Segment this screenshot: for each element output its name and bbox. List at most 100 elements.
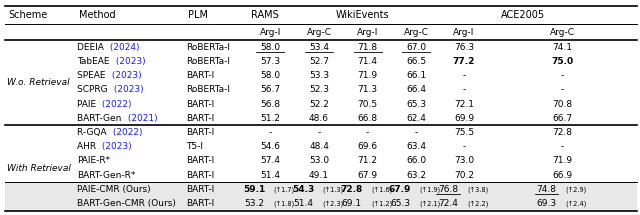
Text: -: -	[414, 128, 418, 137]
Text: 75.0: 75.0	[551, 57, 573, 66]
Text: 48.4: 48.4	[309, 142, 329, 151]
Text: (↑1.8): (↑1.8)	[274, 200, 295, 207]
Text: (↑2.4): (↑2.4)	[566, 200, 587, 207]
Text: 75.5: 75.5	[454, 128, 474, 137]
Text: 71.8: 71.8	[358, 43, 378, 52]
Text: BART-Gen-CMR (Ours): BART-Gen-CMR (Ours)	[77, 199, 176, 208]
Text: 67.9: 67.9	[389, 185, 411, 194]
Text: 66.4: 66.4	[406, 85, 426, 94]
Text: -: -	[561, 85, 564, 94]
Text: -: -	[462, 85, 466, 94]
Text: PAIE-R*: PAIE-R*	[77, 157, 111, 166]
Text: 63.4: 63.4	[406, 142, 426, 151]
Bar	[5, 182, 637, 197]
Text: 53.3: 53.3	[309, 71, 329, 80]
Text: (↑2.9): (↑2.9)	[566, 186, 587, 193]
Text: (2021): (2021)	[125, 114, 157, 123]
Text: RAMS: RAMS	[251, 10, 279, 20]
Text: 66.0: 66.0	[406, 157, 426, 166]
Text: -: -	[269, 128, 272, 137]
Text: WikiEvents: WikiEvents	[335, 10, 389, 20]
Text: 56.7: 56.7	[260, 85, 280, 94]
Text: (2023): (2023)	[99, 142, 132, 151]
Text: 66.1: 66.1	[406, 71, 426, 80]
Text: 65.3: 65.3	[390, 199, 410, 208]
Text: 70.2: 70.2	[454, 171, 474, 180]
Text: 74.8: 74.8	[536, 185, 556, 194]
Text: 54.6: 54.6	[260, 142, 280, 151]
Text: 69.3: 69.3	[536, 199, 556, 208]
Text: -: -	[561, 71, 564, 80]
Text: 56.8: 56.8	[260, 100, 280, 109]
Text: 65.3: 65.3	[406, 100, 426, 109]
Text: BART-l: BART-l	[186, 114, 214, 123]
Text: 58.0: 58.0	[260, 43, 280, 52]
Text: Arg-C: Arg-C	[307, 28, 332, 37]
Text: 69.6: 69.6	[358, 142, 378, 151]
Text: (↑1.9): (↑1.9)	[419, 186, 441, 193]
Text: 66.7: 66.7	[552, 114, 572, 123]
Text: 48.6: 48.6	[309, 114, 329, 123]
Text: Arg-I: Arg-I	[260, 28, 281, 37]
Text: 72.8: 72.8	[340, 185, 363, 194]
Text: W.o. Retrieval: W.o. Retrieval	[7, 78, 70, 87]
Text: R-GQA: R-GQA	[77, 128, 110, 137]
Text: 54.3: 54.3	[292, 185, 314, 194]
Text: BART-l: BART-l	[186, 157, 214, 166]
Text: (2023): (2023)	[111, 85, 143, 94]
Bar	[5, 197, 637, 211]
Text: 70.8: 70.8	[552, 100, 572, 109]
Text: Method: Method	[79, 10, 115, 20]
Text: 76.3: 76.3	[454, 43, 474, 52]
Text: -: -	[462, 71, 466, 80]
Text: 72.8: 72.8	[552, 128, 572, 137]
Text: 53.2: 53.2	[244, 199, 264, 208]
Text: 67.0: 67.0	[406, 43, 426, 52]
Text: AHR: AHR	[77, 142, 99, 151]
Text: T5-l: T5-l	[186, 142, 204, 151]
Text: 52.3: 52.3	[309, 85, 329, 94]
Text: PLM: PLM	[188, 10, 207, 20]
Text: 58.0: 58.0	[260, 71, 280, 80]
Text: RoBERTa-l: RoBERTa-l	[186, 43, 230, 52]
Text: PAIE: PAIE	[77, 100, 99, 109]
Text: 66.9: 66.9	[552, 171, 572, 180]
Text: (↑1.7): (↑1.7)	[274, 186, 295, 193]
Text: -: -	[561, 142, 564, 151]
Text: 71.9: 71.9	[358, 71, 378, 80]
Text: BART-l: BART-l	[186, 71, 214, 80]
Text: RoBERTa-l: RoBERTa-l	[186, 85, 230, 94]
Text: Arg-I: Arg-I	[357, 28, 378, 37]
Text: (↑1.3): (↑1.3)	[323, 186, 344, 193]
Text: (↑2.1): (↑2.1)	[419, 200, 441, 207]
Text: 67.9: 67.9	[358, 171, 378, 180]
Text: 57.4: 57.4	[260, 157, 280, 166]
Text: 73.0: 73.0	[454, 157, 474, 166]
Text: TabEAE: TabEAE	[77, 57, 113, 66]
Text: 69.9: 69.9	[454, 114, 474, 123]
Text: -: -	[366, 128, 369, 137]
Text: Arg-C: Arg-C	[403, 28, 429, 37]
Text: 69.1: 69.1	[342, 199, 362, 208]
Text: BART-l: BART-l	[186, 171, 214, 180]
Text: BART-l: BART-l	[186, 100, 214, 109]
Text: Scheme: Scheme	[8, 10, 47, 20]
Text: 57.3: 57.3	[260, 57, 280, 66]
Text: (↑1.6): (↑1.6)	[371, 186, 392, 193]
Text: 63.2: 63.2	[406, 171, 426, 180]
Text: (2023): (2023)	[109, 71, 141, 80]
Text: PAIE-CMR (Ours): PAIE-CMR (Ours)	[77, 185, 151, 194]
Text: 71.3: 71.3	[358, 85, 378, 94]
Text: 71.2: 71.2	[358, 157, 378, 166]
Text: (2022): (2022)	[110, 128, 143, 137]
Text: -: -	[317, 128, 321, 137]
Text: 52.7: 52.7	[309, 57, 329, 66]
Text: BART-l: BART-l	[186, 185, 214, 194]
Text: 51.4: 51.4	[293, 199, 313, 208]
Text: 62.4: 62.4	[406, 114, 426, 123]
Text: BART-Gen-R*: BART-Gen-R*	[77, 171, 136, 180]
Text: (2022): (2022)	[99, 100, 132, 109]
Text: 52.2: 52.2	[309, 100, 329, 109]
Text: 71.9: 71.9	[552, 157, 572, 166]
Text: Arg-I: Arg-I	[453, 28, 475, 37]
